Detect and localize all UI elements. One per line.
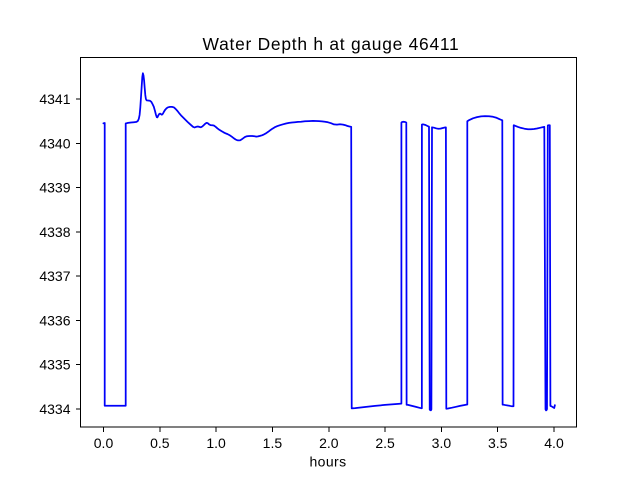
svg-text:1.0: 1.0 bbox=[206, 435, 226, 451]
svg-text:4334: 4334 bbox=[39, 401, 70, 417]
svg-text:4336: 4336 bbox=[39, 312, 70, 328]
svg-text:3.5: 3.5 bbox=[488, 435, 508, 451]
svg-text:0.5: 0.5 bbox=[150, 435, 170, 451]
svg-text:4335: 4335 bbox=[39, 357, 70, 373]
svg-text:4341: 4341 bbox=[39, 91, 70, 107]
svg-text:2.5: 2.5 bbox=[375, 435, 395, 451]
svg-text:4339: 4339 bbox=[39, 180, 70, 196]
svg-text:4337: 4337 bbox=[39, 268, 70, 284]
svg-text:3.0: 3.0 bbox=[432, 435, 452, 451]
svg-text:hours: hours bbox=[309, 453, 346, 469]
svg-text:1.5: 1.5 bbox=[263, 435, 283, 451]
svg-text:2.0: 2.0 bbox=[319, 435, 339, 451]
svg-text:0.0: 0.0 bbox=[94, 435, 114, 451]
svg-text:Water Depth h at gauge 46411: Water Depth h at gauge 46411 bbox=[203, 34, 460, 54]
svg-text:4.0: 4.0 bbox=[544, 435, 564, 451]
svg-text:4340: 4340 bbox=[39, 135, 70, 151]
svg-text:4338: 4338 bbox=[39, 224, 70, 240]
